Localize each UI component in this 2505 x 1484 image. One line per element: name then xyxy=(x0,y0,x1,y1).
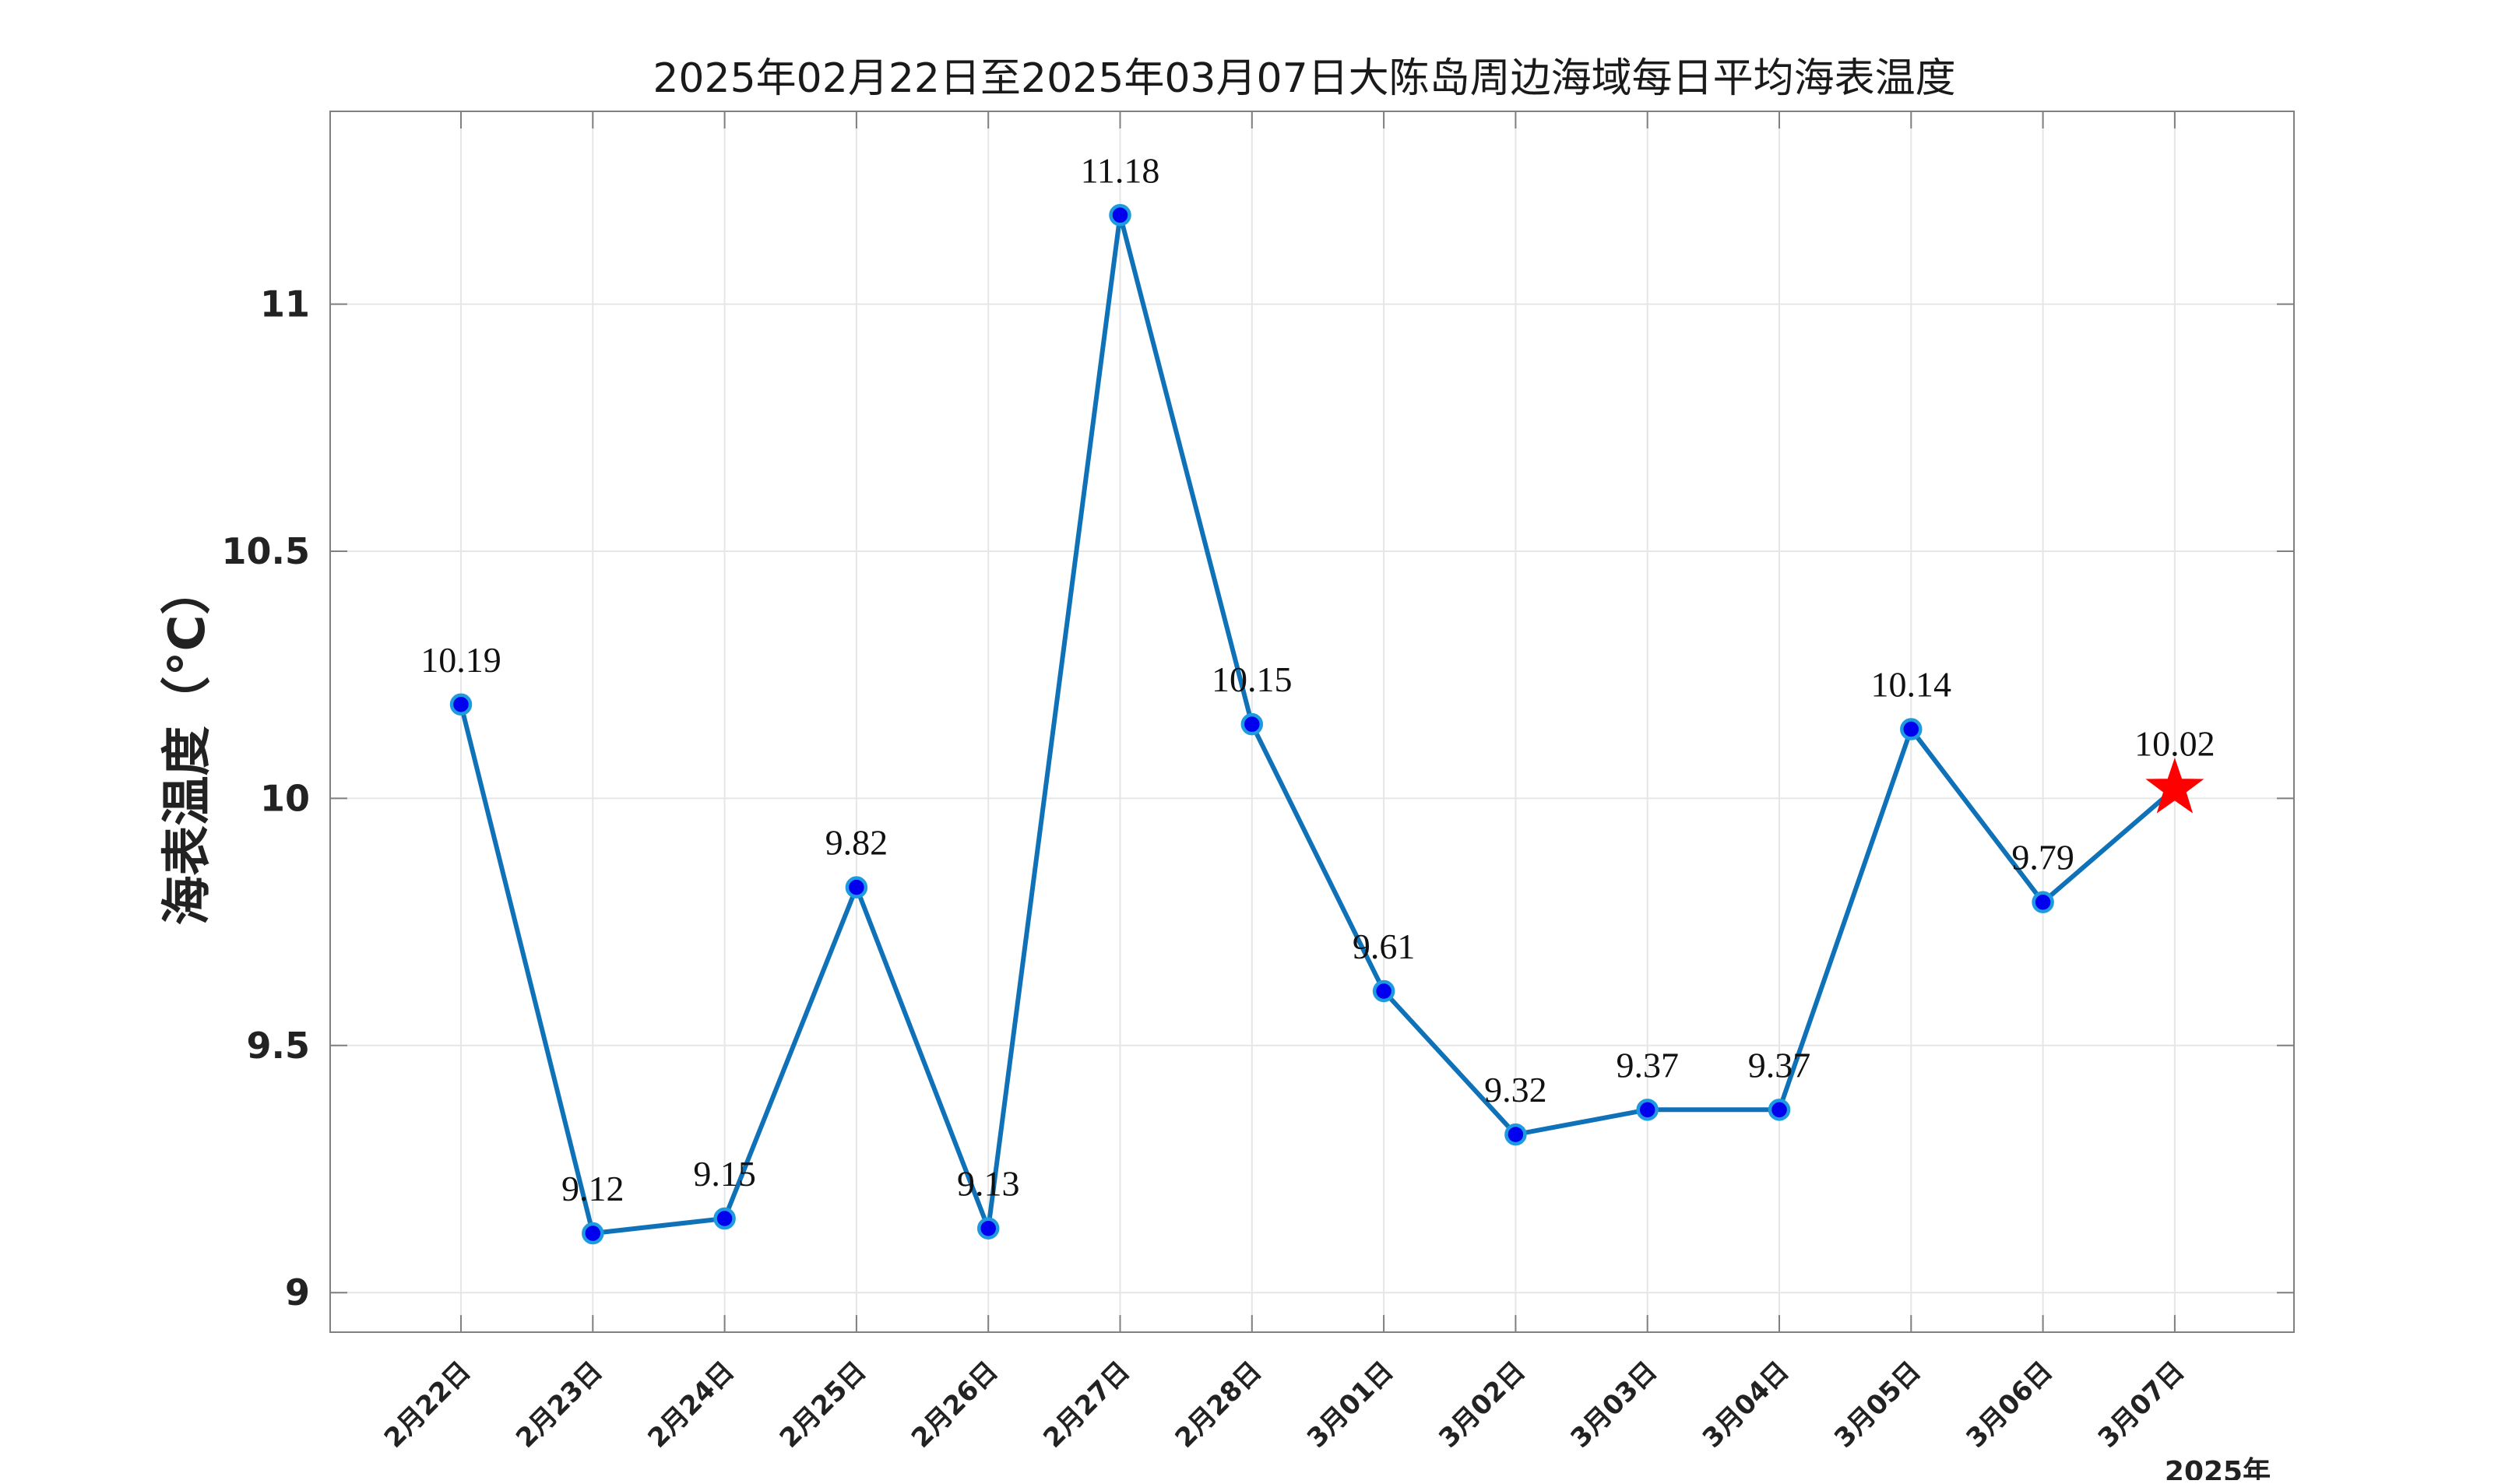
data-point xyxy=(713,1207,736,1230)
chart-title: 2025年02月22日至2025年03月07日大陈岛周边海域每日平均海表温度 xyxy=(653,55,1955,102)
data-point xyxy=(1372,979,1395,1003)
y-tick-label: 9.5 xyxy=(247,1025,311,1067)
x-tick-label: 3月03日 xyxy=(1565,1356,1664,1454)
x-tick-label: 2月23日 xyxy=(510,1356,609,1454)
year-label: 2025年 xyxy=(2165,1456,2271,1480)
data-label: 9.82 xyxy=(825,823,888,863)
data-point xyxy=(845,876,868,898)
data-point xyxy=(1504,1123,1527,1146)
x-tick-label: 3月06日 xyxy=(1960,1356,2059,1454)
marker-layer xyxy=(449,204,2204,1245)
data-label: 10.15 xyxy=(1212,659,1293,699)
y-tick-label: 11 xyxy=(260,283,310,325)
data-label: 9.79 xyxy=(2011,838,2074,877)
y-tick-label: 9 xyxy=(285,1271,310,1313)
x-tick-label: 3月02日 xyxy=(1433,1356,1532,1454)
x-tick-label: 3月04日 xyxy=(1697,1356,1796,1454)
data-point xyxy=(1768,1099,1791,1121)
series-line-layer xyxy=(459,213,2176,1236)
x-tick-label: 2月24日 xyxy=(642,1356,741,1454)
y-tick-label: 10.5 xyxy=(222,530,311,572)
data-label: 10.02 xyxy=(2134,724,2215,764)
x-tick-label: 2月22日 xyxy=(378,1356,477,1454)
data-point xyxy=(582,1222,604,1245)
data-point xyxy=(1109,204,1131,227)
x-tick-label: 3月01日 xyxy=(1301,1356,1400,1454)
data-point xyxy=(976,1217,1000,1240)
data-label: 10.19 xyxy=(420,640,501,680)
data-label-layer: 10.19 9.12 9.15 9.82 9.13 11.18 10.15 9.61 9.32 9… xyxy=(420,150,2215,1208)
x-tick-label: 3月05日 xyxy=(1828,1356,1927,1454)
data-label: 9.32 xyxy=(1484,1070,1547,1109)
data-point xyxy=(1636,1099,1659,1121)
data-point xyxy=(2032,891,2054,913)
plot-frame xyxy=(329,111,2295,1333)
data-label: 9.37 xyxy=(1616,1045,1679,1085)
data-label: 9.13 xyxy=(957,1164,1020,1204)
x-tick-label: 2月27日 xyxy=(1037,1356,1136,1454)
data-point xyxy=(1240,712,1264,736)
x-tick-label: 2月28日 xyxy=(1170,1356,1268,1454)
data-point xyxy=(449,693,473,716)
y-axis-ticks: 9 9.5 10 10.5 11 xyxy=(222,283,2294,1313)
x-tick-label: 2月26日 xyxy=(906,1356,1004,1454)
data-point xyxy=(1900,718,1923,740)
y-tick-label: 10 xyxy=(260,777,310,819)
series-line xyxy=(459,213,2176,1236)
highlight-star-marker xyxy=(2145,758,2204,814)
plot-area xyxy=(330,111,2294,1332)
x-tick-label: 2月25日 xyxy=(774,1356,873,1454)
x-tick-label: 3月07日 xyxy=(2092,1356,2191,1454)
data-label: 9.37 xyxy=(1748,1045,1811,1085)
y-axis-label: 海表温度（°C） xyxy=(159,565,216,926)
data-label: 11.18 xyxy=(1081,150,1160,190)
data-label: 9.15 xyxy=(693,1154,756,1194)
data-label: 10.14 xyxy=(1871,665,1952,705)
data-label: 9.61 xyxy=(1353,927,1416,966)
data-label: 9.12 xyxy=(561,1169,624,1208)
